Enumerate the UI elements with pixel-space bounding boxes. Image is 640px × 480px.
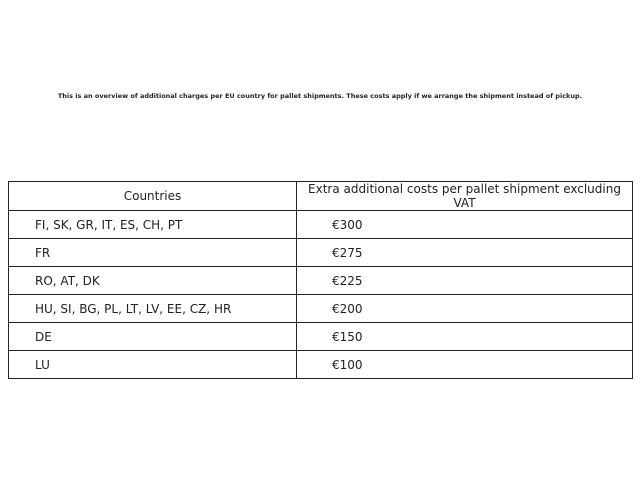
table-row: DE €150 [8,322,633,351]
header-extra-costs: Extra additional costs per pallet shipme… [296,181,633,211]
table-row: FR €275 [8,238,633,267]
countries-cell: LU [8,350,297,379]
countries-cell: RO, AT, DK [8,266,297,295]
countries-cell: DE [8,322,297,351]
intro-text: This is an overview of additional charge… [57,92,583,100]
cost-cell: €100 [296,350,633,379]
cost-cell: €225 [296,266,633,295]
table-header-row: Countries Extra additional costs per pal… [8,181,633,211]
pallet-charges-table: Countries Extra additional costs per pal… [8,181,633,379]
cost-cell: €200 [296,294,633,323]
cost-cell: €300 [296,210,633,239]
countries-cell: FR [8,238,297,267]
table-row: HU, SI, BG, PL, LT, LV, EE, CZ, HR €200 [8,294,633,323]
header-countries: Countries [8,181,297,211]
table-row: LU €100 [8,350,633,379]
table-row: FI, SK, GR, IT, ES, CH, PT €300 [8,210,633,239]
table-row: RO, AT, DK €225 [8,266,633,295]
countries-cell: FI, SK, GR, IT, ES, CH, PT [8,210,297,239]
cost-cell: €275 [296,238,633,267]
cost-cell: €150 [296,322,633,351]
countries-cell: HU, SI, BG, PL, LT, LV, EE, CZ, HR [8,294,297,323]
